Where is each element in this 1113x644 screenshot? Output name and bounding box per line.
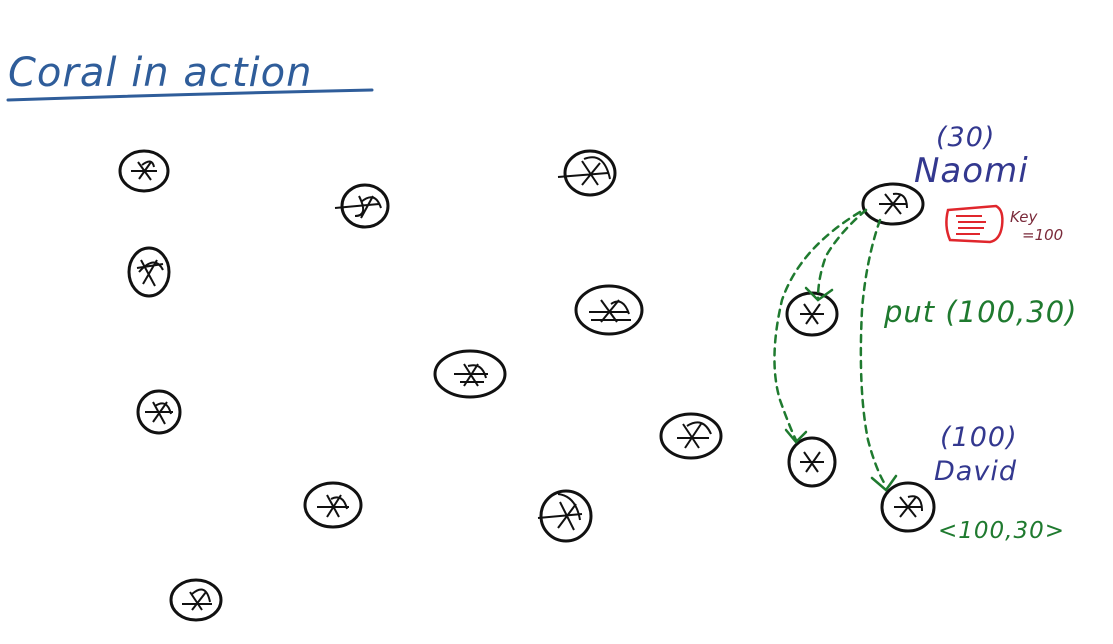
put-operation-label: put (100,30)	[883, 295, 1077, 329]
key-label-line2: =100	[1022, 226, 1063, 244]
naomi-name-label: Naomi	[914, 151, 1029, 191]
node-hop-upper	[785, 291, 839, 337]
arrowhead	[870, 474, 898, 492]
stored-pair-label: <100,30>	[938, 518, 1065, 544]
route-arrow-to-hop-upper	[816, 208, 868, 300]
node-david	[880, 481, 936, 533]
node-hop-lower	[787, 436, 837, 488]
node	[433, 349, 507, 399]
node-naomi	[861, 182, 925, 226]
arrowhead	[784, 428, 808, 444]
node	[127, 246, 171, 298]
node	[557, 149, 617, 197]
david-id-label: (100)	[940, 422, 1018, 453]
node	[334, 183, 390, 229]
node	[303, 481, 363, 529]
node	[136, 389, 182, 435]
diagram-title: Coral in action	[8, 50, 313, 96]
david-name-label: David	[934, 456, 1017, 487]
node	[118, 149, 170, 193]
arrowhead	[804, 286, 834, 302]
node	[169, 578, 223, 622]
node	[574, 284, 644, 336]
naomi-id-label: (30)	[936, 122, 995, 153]
node	[537, 489, 593, 543]
route-arrow-to-david	[859, 218, 888, 488]
key-document-icon	[945, 204, 1004, 244]
node	[659, 412, 723, 460]
title-underline	[6, 88, 374, 102]
key-label-line1: Key	[1010, 208, 1039, 226]
route-arrow-to-hop-lower	[773, 210, 862, 442]
